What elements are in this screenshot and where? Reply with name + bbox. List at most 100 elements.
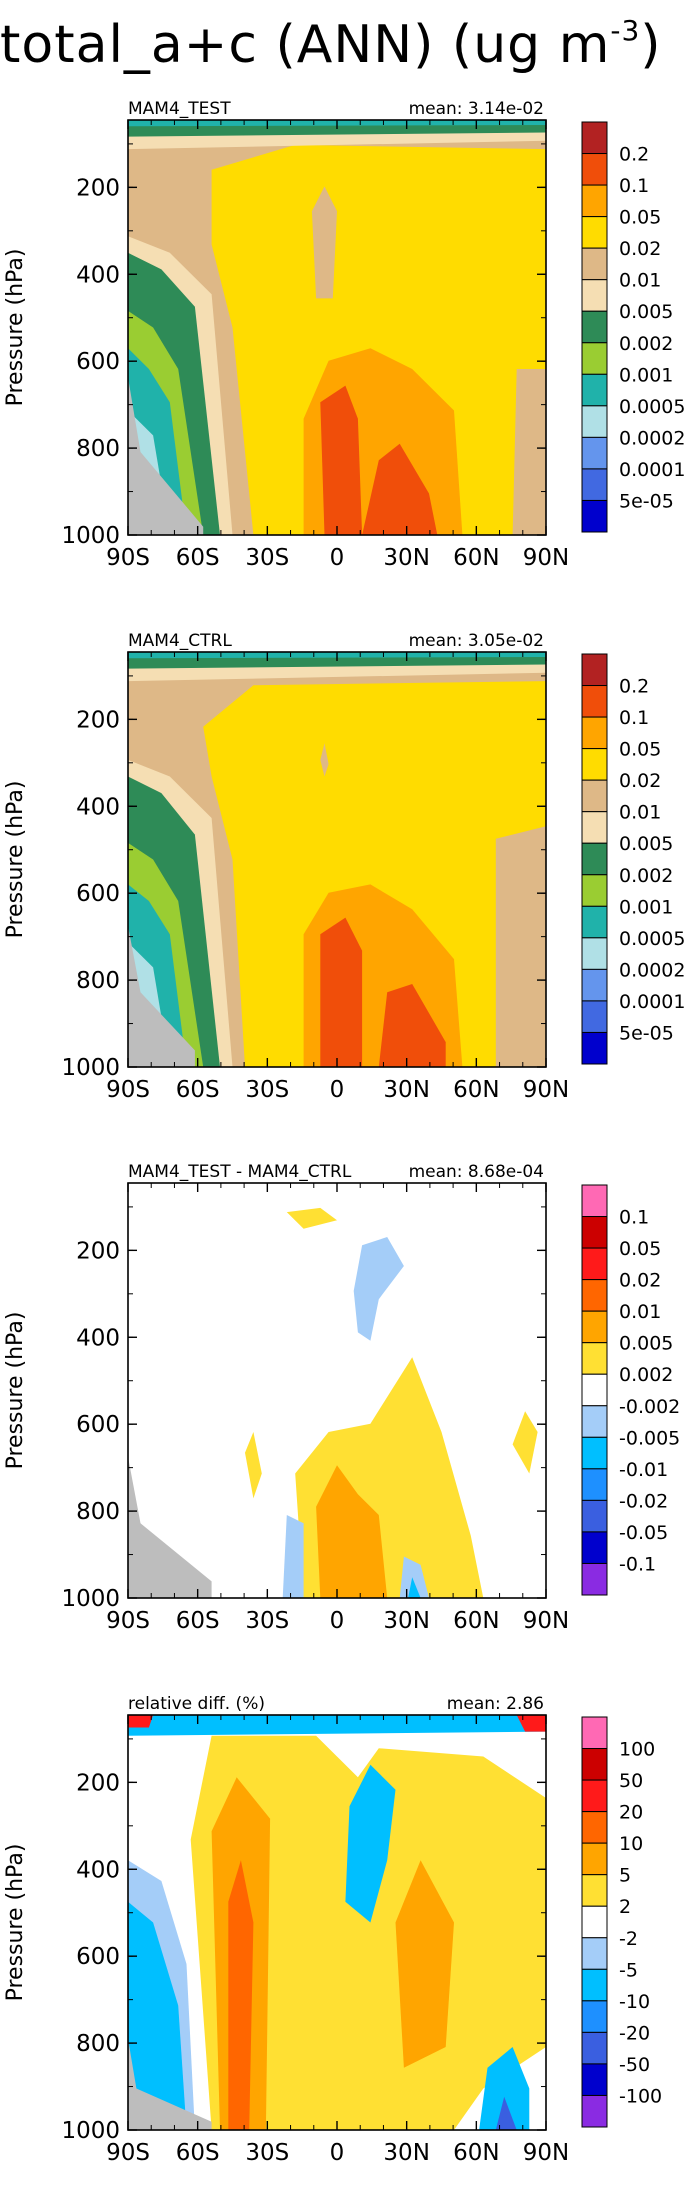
colorbar-label: 0.0001 xyxy=(619,991,685,1013)
x-tick-label: 30S xyxy=(245,1608,289,1634)
x-tick-label: 60N xyxy=(453,1077,499,1103)
colorbar-swatch xyxy=(581,1436,608,1470)
colorbar-swatch xyxy=(581,373,608,407)
contour-region xyxy=(516,1715,546,1732)
colorbar-label: 0.0001 xyxy=(619,459,685,481)
colorbar-swatch xyxy=(581,2000,608,2033)
panel-label: MAM4_TEST - MAM4_CTRL xyxy=(128,1162,352,1182)
x-tick-label: 0 xyxy=(330,1608,345,1634)
x-tick-label: 90N xyxy=(523,1077,569,1103)
panel-label: relative diff. (%) xyxy=(128,1694,265,1714)
x-tick-label: 90S xyxy=(106,2140,150,2166)
colorbar-label: -5 xyxy=(619,1959,638,1981)
colorbar-swatch xyxy=(581,653,608,687)
x-tick-label: 90N xyxy=(523,1608,569,1634)
colorbar-swatch xyxy=(581,905,608,939)
colorbar-swatch xyxy=(581,685,608,718)
y-tick-label: 1000 xyxy=(61,523,120,549)
colorbar-swatch xyxy=(581,874,608,907)
colorbar-label: 0.01 xyxy=(619,270,661,292)
colorbar-label: 0.05 xyxy=(619,1238,661,1260)
panel-relative-diff: 90S 60S 30S 0 30N 60N 90N 200 400 600 800 1000 Press… xyxy=(3,1694,662,2166)
contour-region xyxy=(282,1515,304,1598)
colorbar-label: 2 xyxy=(619,1896,631,1918)
colorbar-label: 5e-05 xyxy=(619,490,674,512)
colorbar-label: -20 xyxy=(619,2022,650,2044)
x-tick-label: 30N xyxy=(383,545,429,571)
colorbar-swatch xyxy=(581,1000,608,1033)
colorbar-swatch xyxy=(581,811,608,844)
panel-difference: 90S 60S 30S 0 30N 60N 90N 200 400 600 800 1000 Press… xyxy=(3,1162,680,1634)
x-tick-label: 60N xyxy=(453,545,499,571)
contour-region xyxy=(311,186,337,299)
colorbar-swatch xyxy=(581,1216,608,1249)
colorbar-label: 0.05 xyxy=(619,739,661,761)
colorbar-swatch xyxy=(581,842,608,876)
y-tick-label: 400 xyxy=(76,1857,120,1883)
panel-test: 90S 60S 30S 0 30N 60N 90N 200 400 600 800 1000 Press… xyxy=(3,99,685,571)
colorbar-swatch xyxy=(581,121,608,155)
colorbar-swatch xyxy=(581,1247,608,1281)
y-tick-label: 400 xyxy=(76,1325,120,1351)
missing-data-region xyxy=(128,925,195,1067)
colorbar-swatch xyxy=(581,1373,608,1407)
colorbar-swatch xyxy=(581,247,608,281)
y-tick-label: 200 xyxy=(76,175,120,201)
colorbar-swatch xyxy=(581,405,608,438)
x-tick-label: 0 xyxy=(330,545,345,571)
colorbar-label: 0.1 xyxy=(619,1207,649,1229)
colorbar-label: -0.02 xyxy=(619,1490,668,1512)
x-tick-label: 60S xyxy=(176,1077,220,1103)
x-tick-label: 30S xyxy=(245,2140,289,2166)
contour-region xyxy=(316,1465,388,1598)
y-tick-label: 800 xyxy=(76,1499,120,1525)
y-tick-label: 800 xyxy=(76,2031,120,2057)
y-tick-label: 600 xyxy=(76,1412,120,1438)
contour-region xyxy=(320,917,363,1067)
colorbar-label: 0.0005 xyxy=(619,928,685,950)
contour-region xyxy=(128,1901,187,2130)
colorbar-label: 0.2 xyxy=(619,144,649,166)
colorbar-swatch xyxy=(581,1842,608,1876)
colorbar-swatch xyxy=(581,342,608,375)
colorbar-swatch xyxy=(581,1811,608,1844)
contour-region xyxy=(211,144,546,535)
y-tick-label: 600 xyxy=(76,1944,120,1970)
contour-region xyxy=(399,1556,429,1598)
colorbar-label: 5 xyxy=(619,1865,631,1887)
colorbar-swatch xyxy=(581,1405,608,1438)
colorbar-swatch xyxy=(581,1184,608,1218)
x-tick-label: 0 xyxy=(330,1077,345,1103)
panel-mean: mean: 8.68e-04 xyxy=(409,1162,544,1182)
colorbar-swatch xyxy=(581,2031,608,2065)
colorbar-swatch xyxy=(581,1499,608,1533)
colorbar-swatch xyxy=(581,2063,608,2096)
y-tick-label: 600 xyxy=(76,349,120,375)
missing-data-region xyxy=(128,2038,212,2130)
colorbar-swatch xyxy=(581,2094,608,2128)
colorbar-label: 0.02 xyxy=(619,1270,661,1292)
colorbar-label: 0.005 xyxy=(619,833,673,855)
colorbar-label: 0.002 xyxy=(619,1364,673,1386)
contour-region xyxy=(203,681,546,1067)
contour-region xyxy=(128,1715,546,1736)
y-tick-label: 400 xyxy=(76,794,120,820)
colorbar-swatch xyxy=(581,1531,608,1564)
contour-region xyxy=(395,1860,454,2068)
page-title-superscript: -3 xyxy=(610,14,641,47)
colorbar-label: 10 xyxy=(619,1833,643,1855)
colorbar-label: 0.005 xyxy=(619,301,673,323)
contour-region xyxy=(353,1237,404,1341)
colorbar-swatch xyxy=(581,1562,608,1596)
x-tick-label: 90S xyxy=(106,1077,150,1103)
colorbar-label: -0.1 xyxy=(619,1553,656,1575)
x-tick-label: 30N xyxy=(383,1608,429,1634)
contour-region xyxy=(345,1764,396,1923)
colorbar-label: 0.0002 xyxy=(619,427,685,449)
y-tick-label: 1000 xyxy=(61,1055,120,1081)
colorbar-swatch xyxy=(581,968,608,1002)
colorbar-label: 0.01 xyxy=(619,1301,661,1323)
contour-region xyxy=(495,2096,517,2130)
y-tick-label: 200 xyxy=(76,1770,120,1796)
contour-region xyxy=(512,1411,538,1474)
